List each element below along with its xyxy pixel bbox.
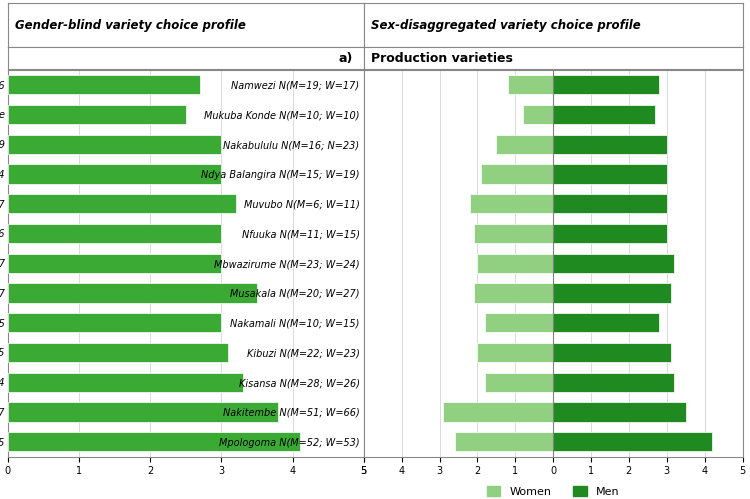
Bar (553, 432, 712, 452)
Bar (8, 105, 186, 124)
Bar (8, 135, 221, 154)
Bar (8, 75, 200, 94)
Bar (553, 402, 686, 422)
Bar (8, 224, 221, 243)
Bar (523, 105, 553, 124)
Text: Gender-blind variety choice profile: Gender-blind variety choice profile (15, 19, 245, 32)
Bar (473, 224, 553, 243)
Bar (496, 135, 553, 154)
Bar (8, 313, 221, 332)
Legend: Women, Men: Women, Men (482, 482, 624, 499)
Text: Production varieties: Production varieties (371, 51, 513, 65)
Bar (553, 194, 667, 214)
Bar (553, 164, 667, 184)
Bar (553, 105, 656, 124)
Bar (553, 343, 670, 362)
Bar (477, 253, 553, 273)
Bar (477, 343, 553, 362)
Bar (454, 432, 553, 452)
Bar (443, 402, 553, 422)
Text: a): a) (339, 51, 353, 65)
Bar (8, 402, 278, 422)
Bar (485, 373, 553, 392)
Bar (553, 224, 667, 243)
Bar (8, 373, 243, 392)
Bar (473, 283, 553, 302)
Bar (508, 75, 553, 94)
Bar (482, 164, 553, 184)
Bar (8, 253, 221, 273)
Bar (8, 432, 299, 452)
Bar (553, 313, 659, 332)
Bar (553, 253, 674, 273)
Bar (553, 373, 674, 392)
Bar (553, 283, 670, 302)
Bar (553, 75, 659, 94)
Bar (485, 313, 553, 332)
Bar (553, 135, 667, 154)
Text: Sex-disaggregated variety choice profile: Sex-disaggregated variety choice profile (371, 19, 641, 32)
Bar (8, 283, 256, 302)
Bar (8, 164, 221, 184)
Bar (8, 343, 228, 362)
Bar (470, 194, 553, 214)
Bar (8, 194, 236, 214)
